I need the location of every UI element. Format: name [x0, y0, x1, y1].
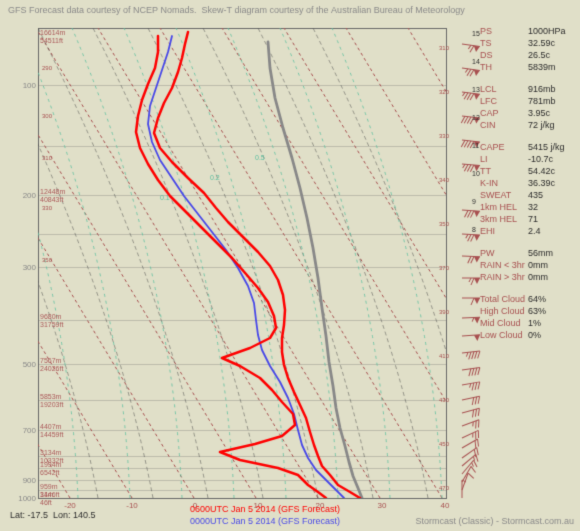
skewt-chart — [0, 0, 580, 531]
